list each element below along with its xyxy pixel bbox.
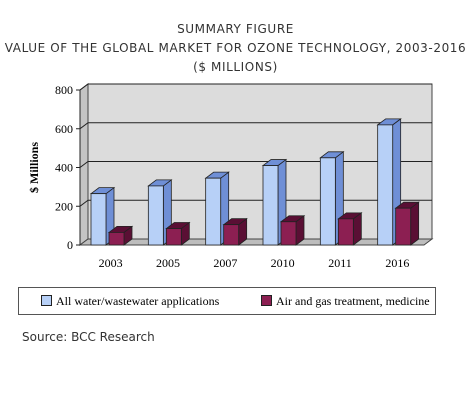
x-tick-label: 2011 — [328, 256, 352, 270]
bar-series-1 — [205, 177, 222, 246]
bar-series-1 — [90, 193, 107, 246]
chart-legend: All water/wastewater applications Air an… — [18, 287, 436, 315]
legend-item-series-1: All water/wastewater applications — [41, 294, 219, 309]
y-tick-label: 0 — [67, 238, 73, 252]
legend-swatch-series-1 — [41, 295, 52, 306]
gridline — [79, 122, 432, 130]
x-tick-label: 2005 — [156, 256, 180, 270]
x-tick-label: 2016 — [385, 256, 409, 270]
bar-series-1 — [262, 165, 279, 246]
y-tick-label: 800 — [55, 83, 73, 97]
bar-series-2 — [108, 232, 125, 246]
y-tick-label: 600 — [55, 122, 73, 136]
chart-title-line1: SUMMARY FIGURE — [177, 22, 294, 36]
bar-series-2 — [223, 224, 240, 246]
gridline — [79, 199, 432, 207]
chart-title-line3: ($ MILLIONS) — [193, 60, 278, 74]
bar-series-1 — [319, 157, 336, 246]
source-note: Source: BCC Research — [22, 330, 155, 344]
bar-series-2 — [337, 218, 354, 246]
gridline — [79, 161, 432, 168]
legend-swatch-series-2 — [261, 295, 272, 306]
legend-label-series-1: All water/wastewater applications — [56, 294, 220, 308]
bar-series-2 — [280, 221, 297, 246]
y-tick-label: 200 — [55, 199, 73, 213]
y-axis-label: $ Millions — [27, 142, 41, 193]
x-tick-label: 2007 — [213, 256, 237, 270]
y-tick-label: 400 — [55, 161, 73, 175]
gridline — [79, 83, 432, 91]
legend-label-series-2: Air and gas treatment, medicine — [276, 294, 430, 308]
x-tick-label: 2010 — [271, 256, 295, 270]
chart-title-line2: VALUE OF THE GLOBAL MARKET FOR OZONE TEC… — [4, 41, 467, 55]
bar-series-1 — [377, 124, 394, 246]
bar-chart: 0 200 400 600 800 $ Millions 2003 2005 2007 2010 2… — [27, 83, 434, 270]
legend-item-series-2: Air and gas treatment, medicine — [261, 294, 430, 309]
x-tick-label: 2003 — [99, 256, 123, 270]
bar-series-2 — [165, 228, 182, 246]
bar-series-2-side — [410, 201, 420, 246]
bar-series-1 — [147, 185, 164, 246]
bar-series-2 — [395, 207, 412, 246]
